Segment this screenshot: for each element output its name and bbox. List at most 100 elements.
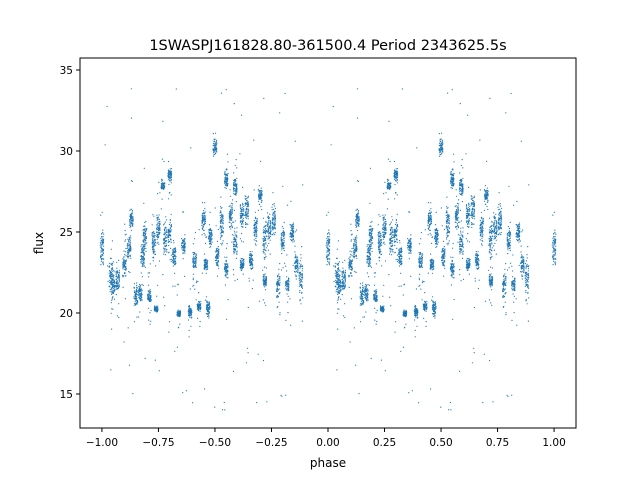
- data-point: [429, 261, 432, 263]
- data-point: [344, 316, 346, 318]
- data-point: [391, 226, 393, 228]
- data-point: [342, 288, 344, 290]
- data-point: [129, 238, 131, 241]
- data-point: [212, 145, 214, 147]
- data-point: [172, 262, 174, 264]
- data-point: [351, 239, 353, 241]
- data-point: [141, 248, 143, 250]
- data-point: [443, 265, 445, 267]
- data-point: [136, 301, 139, 303]
- data-point: [101, 211, 103, 213]
- data-point: [212, 148, 214, 150]
- data-point: [184, 250, 186, 252]
- data-point: [225, 261, 227, 263]
- data-point: [130, 237, 132, 239]
- data-point: [205, 272, 207, 274]
- data-point: [148, 272, 151, 274]
- data-point: [163, 253, 165, 255]
- data-point: [156, 224, 158, 226]
- data-point: [112, 270, 114, 272]
- data-point: [227, 265, 229, 267]
- data-point: [390, 233, 392, 235]
- data-point: [197, 317, 199, 319]
- data-point: [195, 256, 197, 259]
- data-point: [356, 257, 358, 259]
- data-point: [439, 152, 441, 154]
- data-point: [125, 255, 127, 257]
- data-point: [435, 243, 437, 245]
- data-point: [203, 217, 205, 219]
- data-point: [373, 272, 375, 274]
- data-point: [394, 235, 396, 237]
- data-point: [395, 228, 398, 230]
- data-point: [327, 246, 329, 248]
- data-point: [455, 195, 458, 197]
- data-point: [123, 250, 125, 252]
- data-point: [201, 234, 203, 236]
- data-point: [554, 258, 556, 260]
- data-point: [337, 268, 339, 270]
- data-point: [374, 291, 376, 293]
- data-point: [216, 256, 218, 258]
- data-point: [117, 277, 119, 279]
- data-point: [329, 241, 331, 244]
- data-point: [414, 319, 416, 321]
- data-point: [204, 258, 206, 260]
- data-point: [173, 242, 175, 244]
- data-point: [336, 248, 338, 250]
- data-point: [446, 242, 448, 245]
- data-point: [129, 218, 131, 220]
- data-point: [414, 308, 416, 310]
- data-point: [176, 346, 178, 348]
- data-point: [370, 221, 372, 224]
- data-point: [410, 252, 412, 254]
- data-point: [226, 256, 228, 258]
- data-point: [214, 142, 216, 145]
- data-point: [451, 169, 453, 171]
- data-point: [118, 282, 120, 284]
- data-point: [390, 229, 392, 231]
- data-point: [222, 218, 224, 220]
- data-point: [202, 227, 204, 229]
- data-point: [377, 238, 380, 240]
- data-point: [396, 247, 398, 249]
- data-point: [134, 300, 136, 302]
- data-point: [116, 275, 118, 277]
- data-point: [149, 312, 151, 314]
- data-point: [350, 268, 352, 270]
- data-point: [439, 154, 441, 156]
- data-point: [354, 271, 356, 273]
- data-point: [432, 296, 434, 298]
- data-point: [357, 224, 359, 226]
- data-point: [445, 238, 448, 240]
- data-point: [384, 219, 386, 221]
- data-point: [218, 267, 220, 269]
- data-point: [122, 258, 124, 260]
- data-point: [329, 233, 331, 235]
- data-point: [349, 266, 351, 268]
- data-point: [555, 245, 557, 247]
- data-point: [389, 224, 391, 226]
- data-point: [149, 299, 151, 301]
- data-point: [381, 307, 383, 310]
- data-point: [139, 287, 141, 289]
- data-point: [439, 155, 441, 157]
- data-point: [210, 245, 212, 247]
- data-point: [208, 301, 210, 303]
- data-point: [170, 247, 172, 249]
- data-point: [378, 260, 380, 262]
- data-point: [101, 250, 103, 252]
- data-point: [209, 306, 211, 308]
- data-point: [361, 297, 363, 299]
- data-point: [326, 246, 328, 248]
- data-point: [369, 231, 371, 234]
- data-point: [327, 244, 329, 246]
- data-point: [364, 316, 366, 318]
- data-point: [421, 299, 423, 301]
- data-point: [205, 296, 208, 298]
- data-point: [371, 244, 373, 246]
- data-point: [453, 178, 455, 180]
- data-point: [112, 308, 114, 310]
- data-point: [135, 293, 137, 295]
- data-point: [176, 314, 178, 316]
